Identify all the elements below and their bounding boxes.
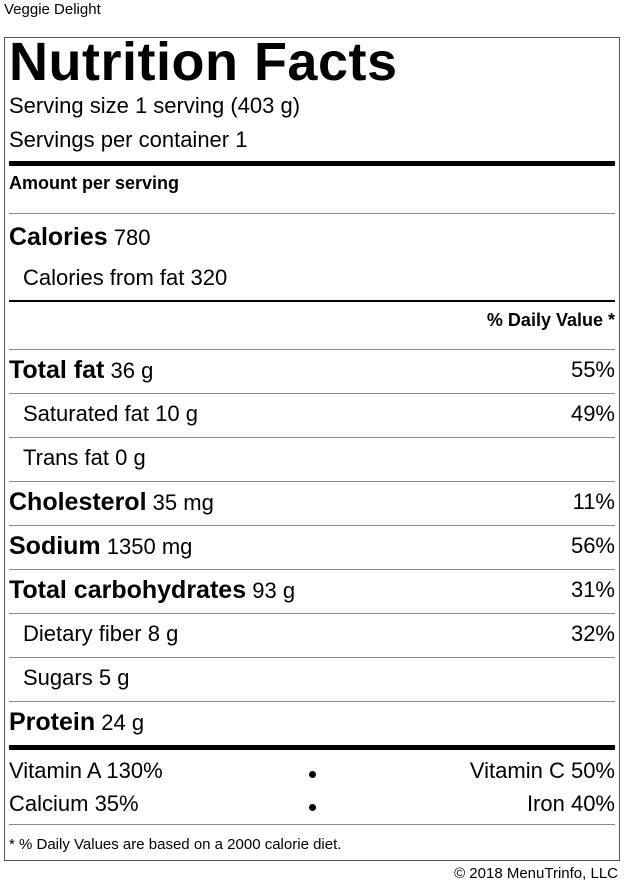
nutrient-amount: 1350 mg [106, 534, 193, 559]
divider [9, 824, 615, 825]
vitamin-a: Vitamin A 130% [9, 758, 163, 783]
calcium: Calcium 35% [9, 791, 139, 816]
nutrient-row: Saturated fat 10 g 49% [9, 400, 615, 428]
nutrient-daily-value: 11% [572, 489, 615, 514]
nutrient-label: Trans fat [23, 445, 109, 470]
calories-from-fat-row: Calories from fat 320 [9, 264, 615, 292]
calories-from-fat: Calories from fat 320 [23, 265, 228, 290]
nutrition-facts-title: Nutrition Facts [9, 32, 398, 92]
nutrient-label: Dietary fiber [23, 621, 142, 646]
thick-divider [9, 745, 615, 750]
nutrient-label: Sugars [23, 665, 93, 690]
nutrient-row: Dietary fiber 8 g 32% [9, 620, 615, 648]
nutrient-label: Total fat [9, 356, 105, 384]
divider [9, 481, 615, 482]
nutrient-amount: 36 g [110, 358, 154, 383]
divider [9, 349, 615, 350]
nutrition-facts-panel: Nutrition Facts Serving size 1 serving (… [4, 32, 620, 861]
nutrient-daily-value: 32% [570, 621, 615, 646]
nutrient-label: Saturated fat [23, 401, 149, 426]
calories-label: Calories [9, 223, 108, 251]
divider [9, 525, 615, 526]
vitamin-c: Vitamin C 50% [469, 758, 615, 783]
iron: Iron 40% [526, 791, 615, 816]
nutrient-label: Protein [9, 708, 96, 736]
divider [9, 437, 615, 438]
divider [9, 657, 615, 658]
nutrient-amount: 93 g [252, 578, 296, 603]
product-name: Veggie Delight [4, 1, 101, 18]
nutrient-row: Cholesterol 35 mg 11% [9, 488, 615, 517]
servings-per-container: Servings per container 1 [9, 127, 248, 152]
nutrient-amount: 35 mg [152, 490, 214, 515]
nutrient-label: Total carbohydrates [9, 576, 247, 604]
nutrient-daily-value: 55% [570, 357, 615, 382]
nutrient-row: Sodium 1350 mg 56% [9, 532, 615, 561]
nutrient-daily-value: 49% [570, 401, 615, 426]
nutrient-amount: 24 g [101, 710, 145, 735]
amount-per-serving-label: Amount per serving [9, 173, 180, 193]
nutrient-amount: 8 g [147, 621, 179, 646]
bullet-icon [309, 771, 316, 778]
calories-row: Calories 780 [9, 223, 615, 252]
nutrient-amount: 0 g [115, 445, 146, 470]
divider [9, 701, 615, 702]
daily-value-header: % Daily Value * [486, 310, 615, 330]
footnote: * % Daily Values are based on a 2000 cal… [9, 836, 342, 853]
bullet-icon [309, 804, 316, 811]
nutrient-row: Protein 24 g [9, 708, 615, 737]
thick-divider [9, 161, 615, 166]
nutrient-label: Sodium [9, 532, 101, 560]
medium-divider [9, 300, 615, 302]
nutrient-row: Trans fat 0 g [9, 444, 615, 472]
calories-value: 780 [113, 225, 151, 250]
nutrient-row: Sugars 5 g [9, 664, 615, 692]
nutrient-daily-value: 56% [570, 533, 615, 558]
nutrient-amount: 10 g [155, 401, 198, 426]
nutrient-amount: 5 g [98, 665, 130, 690]
nutrient-daily-value: 31% [570, 577, 615, 602]
nutrient-row: Total carbohydrates 93 g 31% [9, 576, 615, 605]
copyright: © 2018 MenuTrinfo, LLC [454, 865, 618, 882]
nutrient-row: Total fat 36 g 55% [9, 356, 615, 385]
serving-size: Serving size 1 serving (403 g) [9, 93, 301, 118]
nutrient-label: Cholesterol [9, 488, 147, 516]
divider [9, 613, 615, 614]
divider [9, 569, 615, 570]
divider [9, 213, 615, 214]
divider [9, 393, 615, 394]
